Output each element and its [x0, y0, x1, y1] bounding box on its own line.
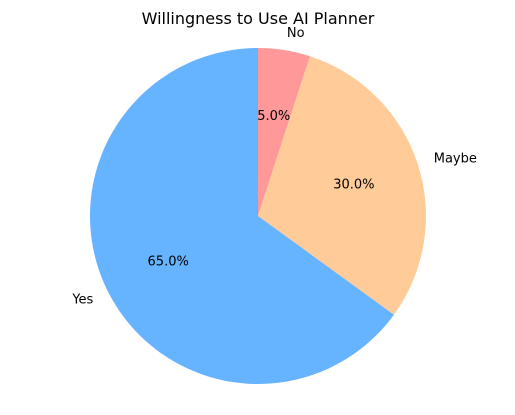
pie-slice-yes [89, 48, 394, 384]
pie-percent-label-maybe: 30.0% [333, 177, 374, 192]
pie-category-label-no: No [287, 26, 305, 41]
pie-percent-label-no: 5.0% [257, 109, 290, 124]
pie-slice-maybe [258, 56, 426, 315]
pie-slices [89, 48, 426, 384]
pie-labels: 5.0% No 30.0% Maybe 65.0% Yes [71, 26, 477, 307]
pie-category-label-maybe: Maybe [434, 151, 477, 166]
pie-slice-no [258, 48, 310, 216]
pie-percent-label-yes: 65.0% [148, 254, 189, 269]
chart-title: Willingness to Use AI Planner [142, 9, 375, 28]
pie-category-label-yes: Yes [71, 292, 93, 307]
